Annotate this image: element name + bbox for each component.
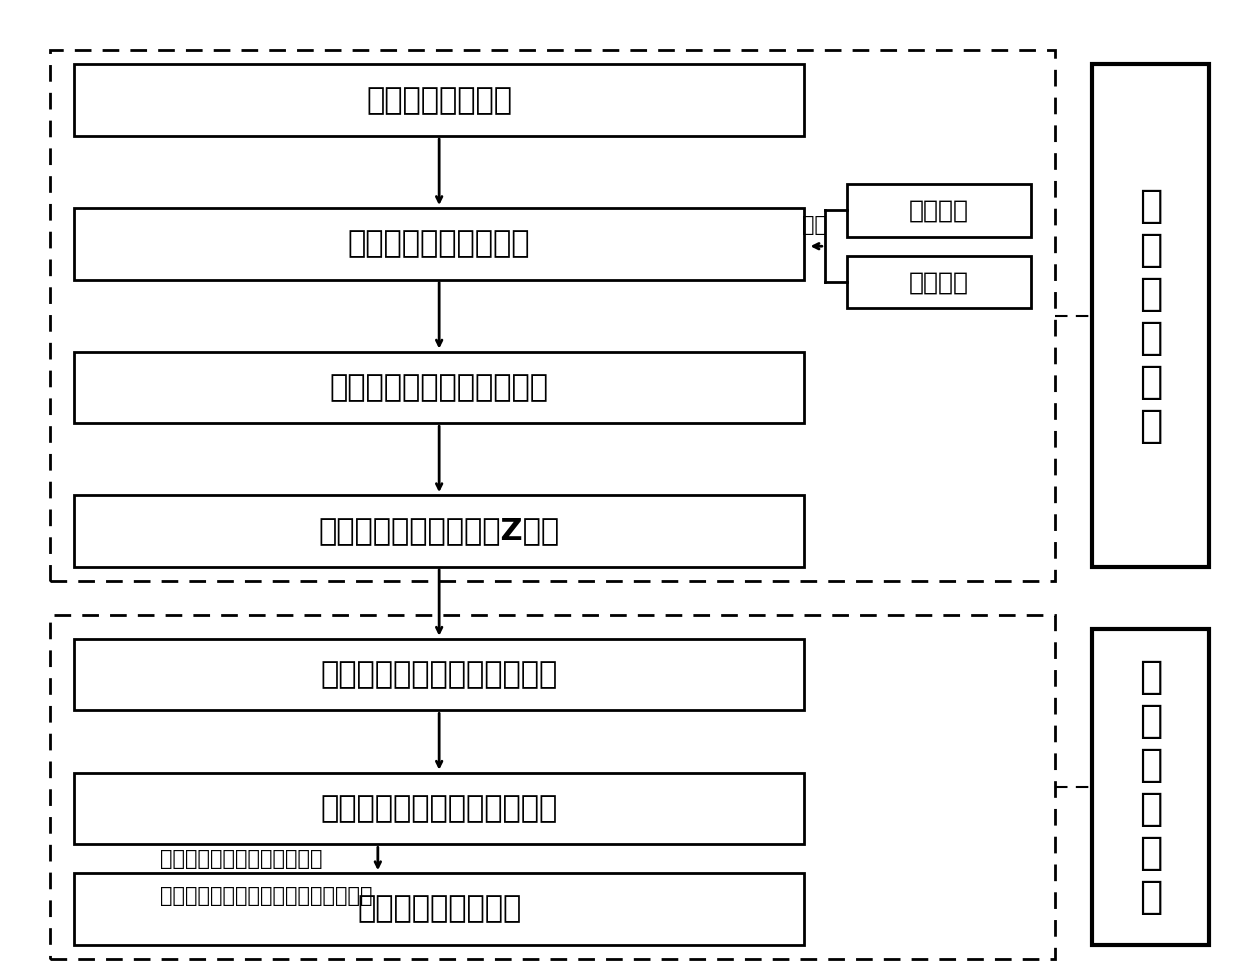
Text: 刀具位置网格单元划分: 刀具位置网格单元划分 xyxy=(348,229,531,258)
Bar xyxy=(74,208,804,280)
Bar xyxy=(74,639,804,711)
Bar xyxy=(847,255,1030,309)
Bar xyxy=(74,352,804,423)
Bar xyxy=(74,495,804,567)
Text: 实现加工路径再规划: 实现加工路径再规划 xyxy=(357,894,521,923)
Bar xyxy=(847,184,1030,237)
Text: 走
刀
路
径
规
划: 走 刀 路 径 规 划 xyxy=(1138,658,1162,916)
Text: 建立结构数组存储刀位点信息: 建立结构数组存储刀位点信息 xyxy=(320,794,558,823)
Text: 计算刀具位置网格单元Z坐标: 计算刀具位置网格单元Z坐标 xyxy=(319,517,559,546)
Text: 规划原则：最小曲面法矢量方向变化: 规划原则：最小曲面法矢量方向变化 xyxy=(160,886,373,906)
Text: 求解刀具位置网格节点法向量: 求解刀具位置网格节点法向量 xyxy=(320,660,558,689)
Text: ｛约束条件：最小切削力波动: ｛约束条件：最小切削力波动 xyxy=(160,850,322,869)
Bar xyxy=(74,773,804,845)
Bar xyxy=(1092,629,1209,945)
Text: 获取精加工刀位点: 获取精加工刀位点 xyxy=(366,85,512,115)
Bar xyxy=(74,64,804,136)
Text: 加工精度: 加工精度 xyxy=(909,270,968,294)
Text: 刀
位
点
再
规
划: 刀 位 点 再 规 划 xyxy=(1138,186,1162,445)
Text: 残余高度: 残余高度 xyxy=(909,198,968,222)
Bar xyxy=(74,873,804,945)
Bar xyxy=(50,615,1055,959)
Bar xyxy=(50,50,1055,582)
Text: 依据: 依据 xyxy=(802,215,827,235)
Text: 判断刀具位置网格单元位置: 判断刀具位置网格单元位置 xyxy=(330,373,548,402)
Bar xyxy=(1092,64,1209,567)
